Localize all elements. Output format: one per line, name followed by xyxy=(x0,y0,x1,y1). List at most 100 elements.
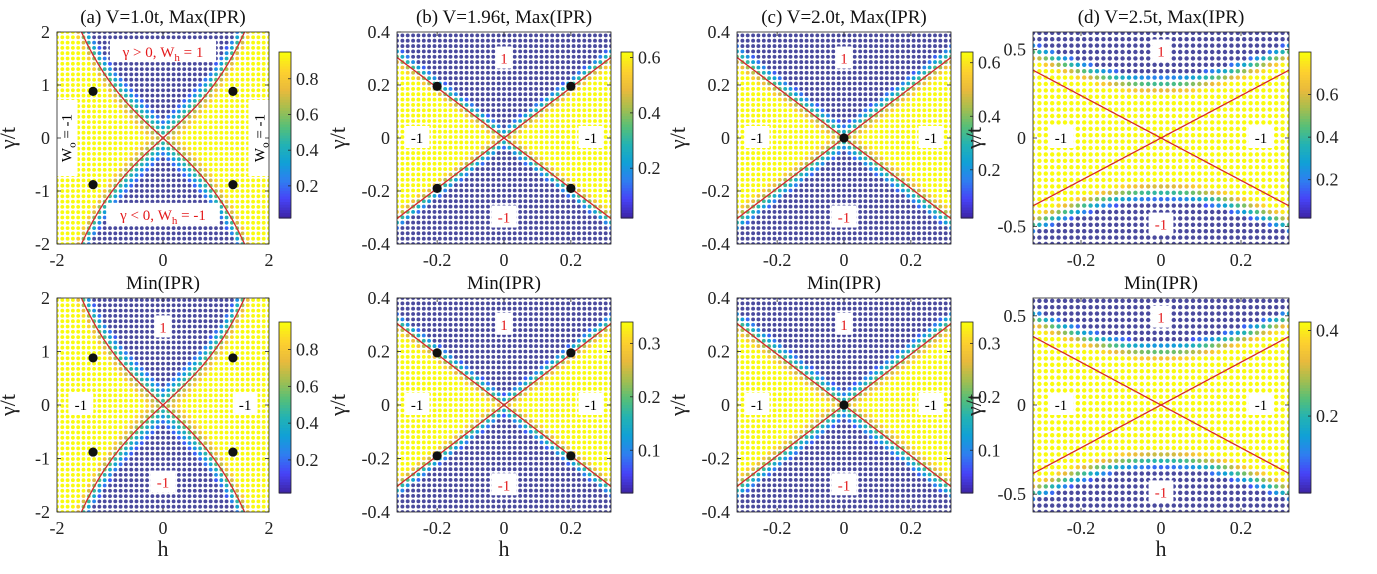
ipr-dot xyxy=(421,54,426,59)
ipr-dot xyxy=(421,226,426,230)
ipr-dot xyxy=(593,76,597,81)
ipr-dot xyxy=(534,33,539,38)
ipr-dot xyxy=(761,97,766,102)
ipr-dot xyxy=(65,210,70,215)
ipr-dot xyxy=(70,72,75,77)
ipr-dot xyxy=(397,113,399,118)
ipr-dot xyxy=(815,231,820,236)
ipr-dot xyxy=(491,135,496,139)
ipr-dot xyxy=(868,60,873,65)
ipr-dot xyxy=(198,236,203,241)
ipr-dot xyxy=(235,51,240,56)
ipr-dot xyxy=(566,70,571,75)
ipr-dot xyxy=(826,183,830,188)
ipr-dot xyxy=(192,88,197,93)
ipr-dot xyxy=(261,194,266,199)
ipr-dot xyxy=(427,108,432,113)
y-tick-label: 0 xyxy=(381,128,390,148)
ipr-dot xyxy=(852,60,857,65)
ipr-dot xyxy=(793,231,798,236)
ipr-dot xyxy=(224,215,229,220)
ipr-dot xyxy=(108,141,112,146)
ipr-dot xyxy=(97,151,102,156)
ipr-dot xyxy=(518,81,523,86)
ipr-dot xyxy=(123,136,128,140)
ipr-dot xyxy=(219,114,224,119)
ipr-dot xyxy=(544,129,549,134)
colorbar-tick-label: 0.2 xyxy=(638,158,661,178)
ipr-dot xyxy=(113,35,118,40)
ipr-dot xyxy=(571,151,576,156)
ipr-dot xyxy=(858,44,863,49)
ipr-dot xyxy=(793,44,798,49)
ipr-dot xyxy=(598,177,603,182)
ipr-dot xyxy=(852,38,857,43)
ipr-dot xyxy=(256,88,261,93)
ipr-dot xyxy=(155,226,160,231)
ipr-dot xyxy=(756,209,761,214)
ipr-dot xyxy=(192,98,197,103)
ipr-dot xyxy=(60,220,65,225)
ipr-dot xyxy=(858,135,863,139)
ipr-dot xyxy=(783,129,788,134)
ipr-dot xyxy=(502,97,506,102)
ipr-dot xyxy=(576,49,581,54)
ipr-dot xyxy=(459,177,464,182)
ipr-dot xyxy=(86,120,91,125)
ipr-dot xyxy=(102,226,107,231)
ipr-dot xyxy=(761,70,766,75)
ipr-dot xyxy=(809,220,814,225)
ipr-dot xyxy=(534,135,539,139)
ipr-dot xyxy=(469,145,474,150)
ipr-dot xyxy=(858,188,863,193)
ipr-dot xyxy=(737,236,739,241)
ipr-dot xyxy=(203,35,208,40)
ipr-dot xyxy=(486,177,490,182)
ipr-dot xyxy=(240,151,245,156)
ipr-dot xyxy=(900,236,905,241)
ipr-dot xyxy=(443,183,448,188)
ipr-dot xyxy=(809,215,814,220)
colorbar-segment xyxy=(621,135,633,139)
ipr-dot xyxy=(783,54,788,59)
ipr-dot xyxy=(582,60,587,65)
ipr-dot xyxy=(507,81,512,86)
ipr-dot xyxy=(922,199,927,204)
ipr-dot xyxy=(411,156,416,161)
ipr-dot xyxy=(777,92,782,97)
ipr-dot xyxy=(139,109,144,114)
ipr-dot xyxy=(906,113,911,118)
ipr-dot xyxy=(890,188,895,193)
ipr-dot xyxy=(187,130,192,135)
ipr-dot xyxy=(831,231,836,236)
ipr-dot xyxy=(566,108,571,113)
ipr-dot xyxy=(405,215,410,220)
ipr-dot xyxy=(555,119,560,123)
ipr-dot xyxy=(804,156,809,161)
ipr-dot xyxy=(256,56,261,61)
ipr-dot xyxy=(171,83,176,87)
ipr-dot xyxy=(432,108,437,113)
ipr-dot xyxy=(139,242,144,244)
ipr-dot xyxy=(916,236,921,241)
ipr-dot xyxy=(550,81,555,86)
ipr-dot xyxy=(76,45,81,50)
ipr-dot xyxy=(192,109,197,114)
ipr-dot xyxy=(560,172,565,177)
ipr-dot xyxy=(911,167,916,172)
ipr-dot xyxy=(486,81,490,86)
ipr-dot xyxy=(598,220,603,225)
ipr-dot xyxy=(240,162,245,167)
ipr-dot xyxy=(767,199,772,204)
ipr-dot xyxy=(868,204,873,209)
ipr-dot xyxy=(534,65,539,70)
ipr-dot xyxy=(544,81,549,86)
ipr-dot xyxy=(453,44,458,49)
ipr-dot xyxy=(118,67,123,72)
ipr-dot xyxy=(582,188,587,193)
ipr-dot xyxy=(783,167,788,172)
ipr-dot xyxy=(145,141,150,146)
ipr-dot xyxy=(879,54,884,59)
ipr-dot xyxy=(150,136,155,140)
ipr-dot xyxy=(788,226,793,230)
